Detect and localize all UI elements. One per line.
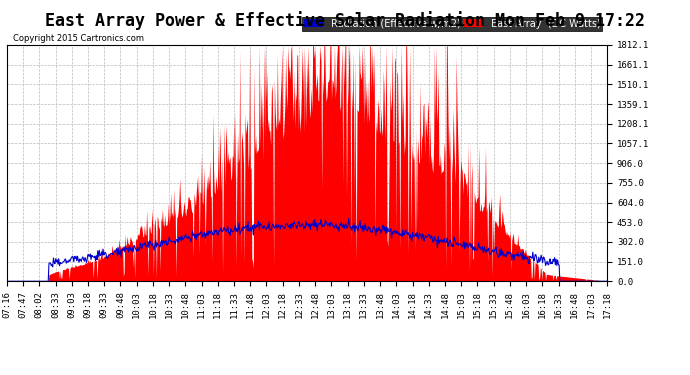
Text: East Array Power & Effective Solar Radiation Mon Feb 9 17:22: East Array Power & Effective Solar Radia… [45,11,645,30]
Legend: Radiation (Effective w/m2), East Array  (DC Watts): Radiation (Effective w/m2), East Array (… [302,17,602,31]
Text: Copyright 2015 Cartronics.com: Copyright 2015 Cartronics.com [13,34,144,43]
